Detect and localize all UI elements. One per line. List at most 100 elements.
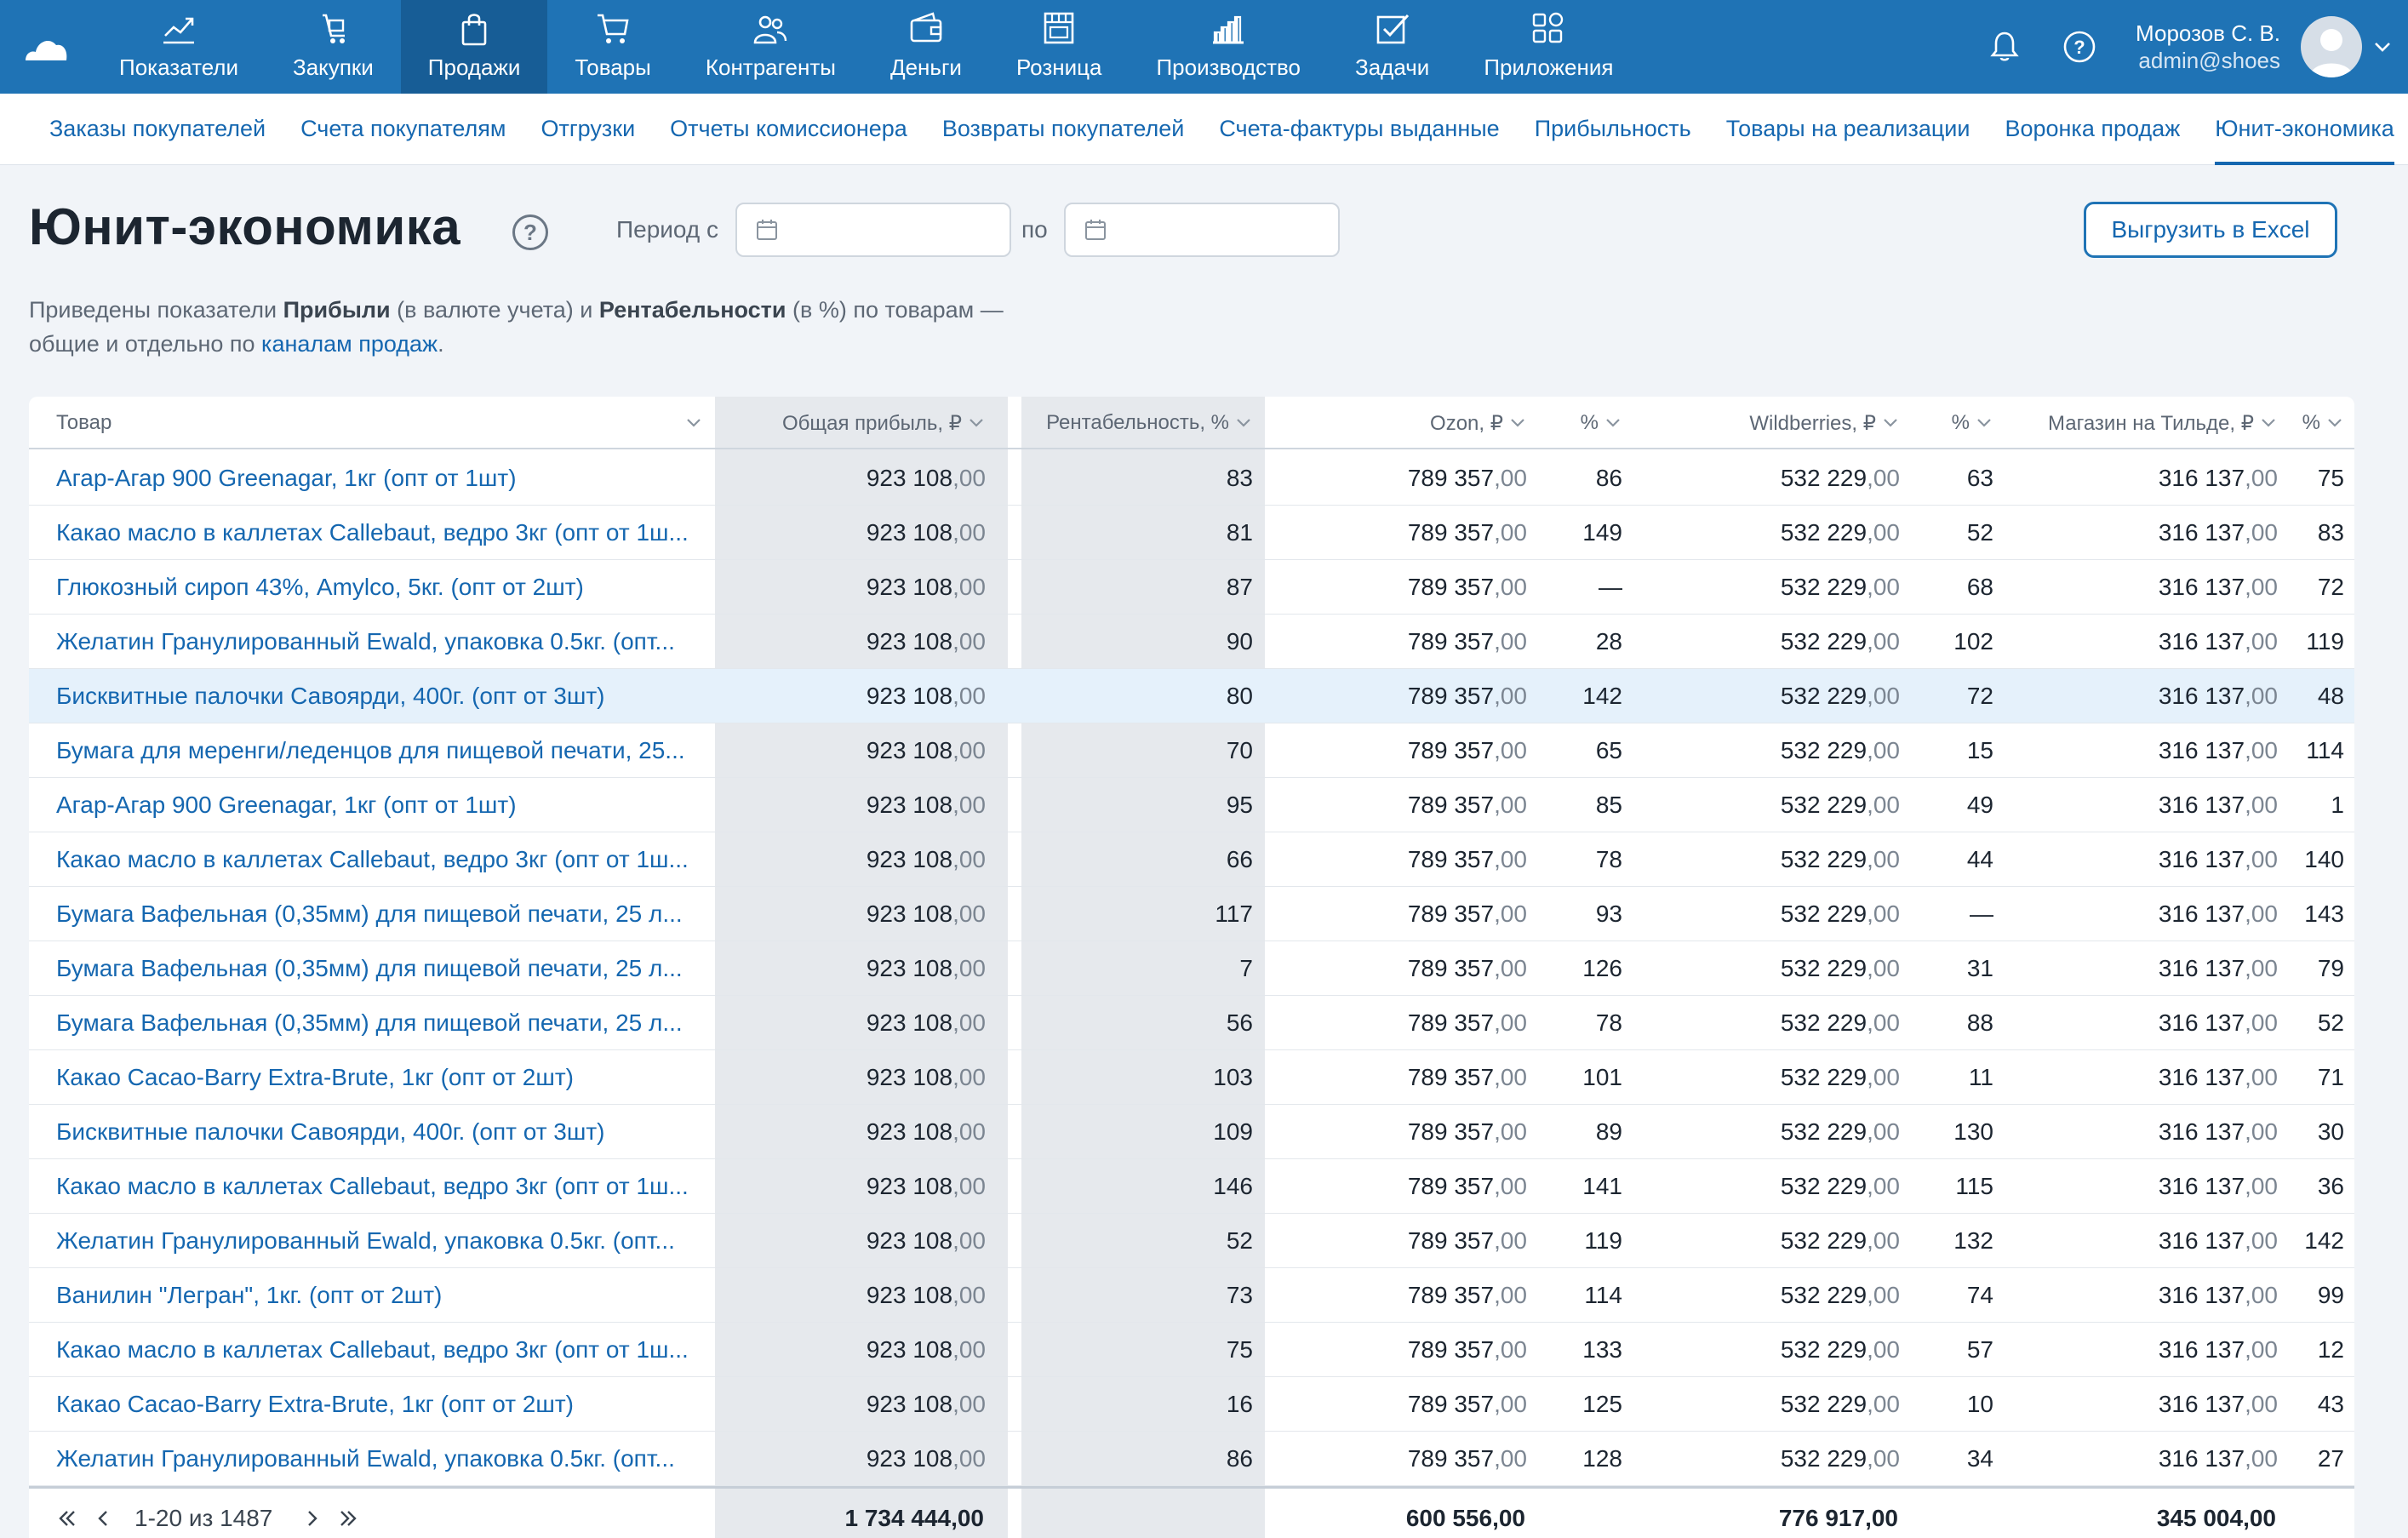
table-row[interactable]: Глюкозный сироп 43%, Amylco, 5кг. (опт о…: [29, 560, 2354, 615]
table-row[interactable]: Какао Cacao-Barry Extra-Brute, 1кг (опт …: [29, 1377, 2354, 1432]
header-product[interactable]: Товар: [56, 397, 703, 449]
table-row[interactable]: Какао масло в каллетах Callebaut, ведро …: [29, 1159, 2354, 1214]
product-link[interactable]: Какао масло в каллетах Callebaut, ведро …: [56, 1173, 689, 1199]
sort-chevron-icon[interactable]: [1604, 414, 1622, 432]
product-link[interactable]: Агар-Агар 900 Greenagar, 1кг (опт от 1шт…: [56, 792, 517, 818]
ozon-cell: 789 357,00: [1272, 996, 1527, 1050]
table-row[interactable]: Желатин Гранулированный Ewald, упаковка …: [29, 1432, 2354, 1486]
sort-chevron-icon[interactable]: [684, 414, 703, 432]
nav-item-7[interactable]: Производство: [1129, 0, 1328, 94]
header-wb_pct[interactable]: %: [1910, 397, 1993, 449]
subnav-item-8[interactable]: Воронка продаж: [2005, 116, 2181, 141]
product-link[interactable]: Бисквитные палочки Савоярди, 400г. (опт …: [56, 683, 605, 709]
avatar[interactable]: [2301, 16, 2362, 77]
bell-icon[interactable]: [1986, 28, 2023, 66]
nav-item-6[interactable]: Розница: [989, 0, 1130, 94]
product-link[interactable]: Какао Cacao-Barry Extra-Brute, 1кг (опт …: [56, 1064, 574, 1090]
ozon-cell: 789 357,00: [1272, 560, 1527, 615]
table-row[interactable]: Бумага Вафельная (0,35мм) для пищевой пе…: [29, 996, 2354, 1050]
header-wb[interactable]: Wildberries, ₽: [1629, 397, 1900, 449]
sort-chevron-icon[interactable]: [1234, 414, 1253, 432]
table-row[interactable]: Бисквитные палочки Савоярди, 400г. (опт …: [29, 669, 2354, 723]
product-link[interactable]: Бумага Вафельная (0,35мм) для пищевой пе…: [56, 1009, 683, 1036]
table-row[interactable]: Желатин Гранулированный Ewald, упаковка …: [29, 1214, 2354, 1268]
sort-chevron-icon[interactable]: [1881, 414, 1900, 432]
product-link[interactable]: Какао масло в каллетах Callebaut, ведро …: [56, 519, 689, 546]
sort-chevron-icon[interactable]: [1508, 414, 1527, 432]
subnav-item-7[interactable]: Товары на реализации: [1725, 116, 1970, 141]
prev-page-icon[interactable]: [89, 1504, 117, 1533]
product-link[interactable]: Ванилин "Легран", 1кг. (опт от 2шт): [56, 1282, 443, 1308]
subnav-item-4[interactable]: Возвраты покупателей: [941, 116, 1185, 141]
table-row[interactable]: Бумага Вафельная (0,35мм) для пищевой пе…: [29, 887, 2354, 941]
header-tilda_pct[interactable]: %: [2285, 397, 2344, 449]
product-link[interactable]: Бумага для меренги/леденцов для пищевой …: [56, 737, 685, 763]
subnav-item-3[interactable]: Отчеты комиссионера: [670, 116, 907, 141]
table-row[interactable]: Какао масло в каллетах Callebaut, ведро …: [29, 1323, 2354, 1377]
table-row[interactable]: Ванилин "Легран", 1кг. (опт от 2шт) 923 1…: [29, 1268, 2354, 1323]
table-row[interactable]: Бисквитные палочки Савоярди, 400г. (опт …: [29, 1105, 2354, 1159]
product-link[interactable]: Желатин Гранулированный Ewald, упаковка …: [56, 628, 675, 655]
subnav-item-1[interactable]: Счета покупателям: [300, 116, 506, 141]
amount-int: 789 357: [1407, 628, 1495, 655]
nav-item-8[interactable]: Задачи: [1328, 0, 1456, 94]
subnav-item-9[interactable]: Юнит-экономика: [2215, 94, 2394, 165]
product-link[interactable]: Желатин Гранулированный Ewald, упаковка …: [56, 1445, 675, 1472]
date-from-input[interactable]: [735, 203, 1011, 257]
help-icon[interactable]: ?: [2061, 28, 2098, 66]
product-link[interactable]: Бисквитные палочки Савоярди, 400г. (опт …: [56, 1118, 605, 1145]
product-link[interactable]: Глюкозный сироп 43%, Amylco, 5кг. (опт о…: [56, 574, 584, 600]
nav-item-5[interactable]: Деньги: [863, 0, 989, 94]
product-link[interactable]: Агар-Агар 900 Greenagar, 1кг (опт от 1шт…: [56, 465, 517, 491]
amount-dec: ,00: [2245, 519, 2278, 546]
table-row[interactable]: Желатин Гранулированный Ewald, упаковка …: [29, 615, 2354, 669]
table-row[interactable]: Какао масло в каллетах Callebaut, ведро …: [29, 832, 2354, 887]
header-profit[interactable]: Общая прибыль, ₽: [715, 397, 986, 449]
amount-dec: ,00: [1867, 792, 1900, 818]
export-excel-button[interactable]: Выгрузить в Excel: [2084, 202, 2337, 258]
table-row[interactable]: Бумага Вафельная (0,35мм) для пищевой пе…: [29, 941, 2354, 996]
amount-int: 789 357: [1407, 1227, 1495, 1254]
header-ozon[interactable]: Ozon, ₽: [1272, 397, 1527, 449]
subnav-item-2[interactable]: Отгрузки: [541, 116, 636, 141]
product-link[interactable]: Бумага Вафельная (0,35мм) для пищевой пе…: [56, 901, 683, 927]
wb-pct-cell: 10: [1966, 1391, 1993, 1417]
sales-channels-link[interactable]: каналам продаж: [261, 331, 438, 357]
product-link[interactable]: Какао масло в каллетах Callebaut, ведро …: [56, 846, 689, 872]
nav-item-0[interactable]: Показатели: [92, 0, 266, 94]
product-link[interactable]: Бумага Вафельная (0,35мм) для пищевой пе…: [56, 955, 683, 981]
product-link[interactable]: Какао масло в каллетах Callebaut, ведро …: [56, 1336, 689, 1363]
sort-chevron-icon[interactable]: [967, 414, 986, 432]
table-row[interactable]: Бумага для меренги/леденцов для пищевой …: [29, 723, 2354, 778]
table-row[interactable]: Какао масло в каллетах Callebaut, ведро …: [29, 506, 2354, 560]
header-tilda[interactable]: Магазин на Тильде, ₽: [2004, 397, 2278, 449]
title-help-icon[interactable]: ?: [512, 214, 548, 250]
product-link[interactable]: Желатин Гранулированный Ewald, упаковка …: [56, 1227, 675, 1254]
first-page-icon[interactable]: [53, 1504, 82, 1533]
nav-item-3[interactable]: Товары: [547, 0, 678, 94]
header-ozon_pct[interactable]: %: [1536, 397, 1622, 449]
nav-item-4[interactable]: Контрагенты: [678, 0, 863, 94]
sort-chevron-icon[interactable]: [1975, 414, 1993, 432]
tilda-pct-cell: 30: [2317, 1118, 2344, 1145]
header-rent[interactable]: Рентабельность, %: [1021, 397, 1253, 449]
sort-chevron-icon[interactable]: [2325, 414, 2344, 432]
table-row[interactable]: Какао Cacao-Barry Extra-Brute, 1кг (опт …: [29, 1050, 2354, 1105]
table-row[interactable]: Агар-Агар 900 Greenagar, 1кг (опт от 1шт…: [29, 778, 2354, 832]
date-to-input[interactable]: [1064, 203, 1340, 257]
logo[interactable]: [0, 0, 92, 94]
table-row[interactable]: Агар-Агар 900 Greenagar, 1кг (опт от 1шт…: [29, 451, 2354, 506]
next-page-icon[interactable]: [298, 1504, 327, 1533]
nav-item-9[interactable]: Приложения: [1456, 0, 1640, 94]
product-link[interactable]: Какао Cacao-Barry Extra-Brute, 1кг (опт …: [56, 1391, 574, 1417]
wb-cell: 532 229,00: [1629, 451, 1900, 506]
user-info[interactable]: Морозов С. В. admin@shoes: [2136, 20, 2280, 74]
subnav-item-6[interactable]: Прибыльность: [1534, 116, 1691, 141]
nav-item-1[interactable]: Закупки: [266, 0, 401, 94]
chevron-down-icon[interactable]: [2372, 37, 2393, 57]
subnav-item-5[interactable]: Счета-фактуры выданные: [1219, 116, 1500, 141]
last-page-icon[interactable]: [334, 1504, 363, 1533]
subnav-item-0[interactable]: Заказы покупателей: [49, 116, 266, 141]
sort-chevron-icon[interactable]: [2259, 414, 2278, 432]
nav-item-2[interactable]: Продажи: [400, 0, 548, 94]
